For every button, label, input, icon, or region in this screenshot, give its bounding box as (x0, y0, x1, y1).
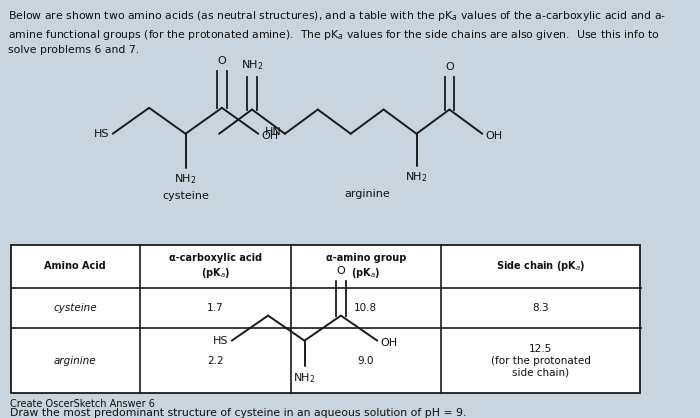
Bar (10, 245, 640, 393)
Text: 2.2: 2.2 (207, 356, 223, 365)
Text: NH$_2$: NH$_2$ (174, 172, 197, 186)
Text: Below are shown two amino acids (as neutral structures), and a table with the pK: Below are shown two amino acids (as neut… (8, 9, 666, 55)
Text: 9.0: 9.0 (358, 356, 374, 365)
Text: Side chain (pK$_a$): Side chain (pK$_a$) (496, 260, 585, 273)
Text: cysteine: cysteine (162, 191, 209, 201)
Text: HS: HS (213, 336, 228, 346)
Text: 10.8: 10.8 (354, 303, 377, 313)
Text: α-amino group
(pK$_a$): α-amino group (pK$_a$) (326, 253, 406, 280)
Text: HN: HN (265, 127, 281, 137)
Text: α-carboxylic acid
(pK$_a$): α-carboxylic acid (pK$_a$) (169, 253, 262, 280)
Text: Amino Acid: Amino Acid (44, 262, 106, 271)
Text: HS: HS (94, 129, 109, 139)
Text: O: O (337, 266, 345, 276)
Text: 12.5
(for the protonated
side chain): 12.5 (for the protonated side chain) (491, 344, 591, 377)
Text: OH: OH (381, 338, 398, 348)
Text: Draw the most predominant structure of cysteine in an aqueous solution of pH = 9: Draw the most predominant structure of c… (10, 408, 467, 418)
Text: 1.7: 1.7 (207, 303, 223, 313)
Text: arginine: arginine (344, 189, 390, 199)
Text: OH: OH (262, 131, 279, 141)
Text: arginine: arginine (54, 356, 97, 365)
Text: O: O (445, 62, 454, 72)
Text: NH$_2$: NH$_2$ (293, 371, 316, 385)
Text: NH$_2$: NH$_2$ (241, 58, 263, 72)
Text: OH: OH (486, 131, 503, 141)
Text: Create OscerSketch Answer 6: Create OscerSketch Answer 6 (10, 399, 155, 409)
Text: NH$_2$: NH$_2$ (405, 171, 428, 184)
Text: 8.3: 8.3 (533, 303, 549, 313)
Text: O: O (218, 56, 226, 66)
Text: cysteine: cysteine (53, 303, 97, 313)
